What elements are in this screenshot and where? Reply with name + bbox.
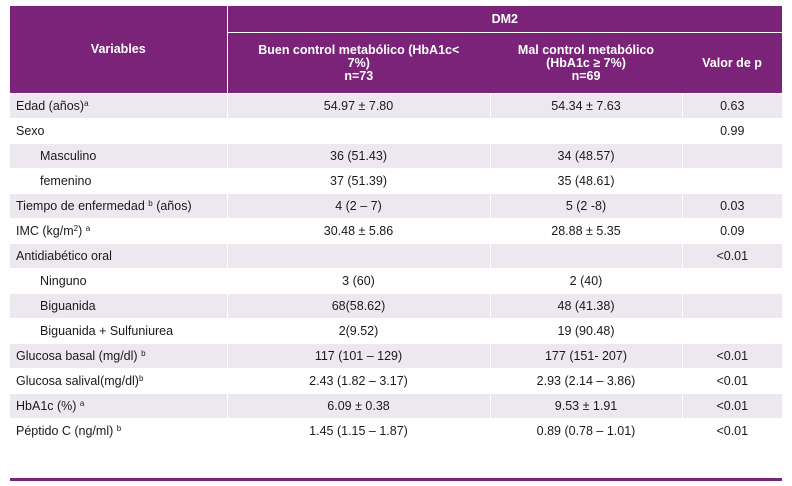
table-row: Biguanida + Sulfuniurea 2(9.52) 19 (90.4… [10, 318, 783, 344]
cell-p [681, 318, 783, 344]
cell-buen: 117 (101 – 129) [226, 343, 490, 369]
table-row: Biguanida 68(58.62) 48 (41.38) [10, 293, 783, 319]
cell-buen: 36 (51.43) [226, 143, 490, 169]
row-label: Antidiabético oral [10, 243, 227, 269]
header-buen-control: Buen control metabólico (HbA1c< 7%) n=73 [226, 32, 490, 94]
cell-p: 0.63 [681, 93, 783, 119]
table-row: Tiempo de enfermedad b (años) 4 (2 – 7) … [10, 193, 783, 219]
cell-mal: 9.53 ± 1.91 [489, 393, 682, 419]
table-bottom-rule [10, 478, 782, 481]
cell-buen: 68(58.62) [226, 293, 490, 319]
cell-mal: 5 (2 -8) [489, 193, 682, 219]
cell-buen [226, 243, 490, 269]
cell-p: 0.99 [681, 118, 783, 144]
row-label: Ninguno [10, 268, 227, 294]
table-body: Edad (años)a 54.97 ± 7.80 54.34 ± 7.63 0… [10, 93, 783, 443]
header-mal-line2: (HbA1c ≥ 7%) [546, 55, 626, 70]
header-buen-n: n=73 [344, 68, 374, 83]
cell-buen: 3 (60) [226, 268, 490, 294]
cell-buen: 54.97 ± 7.80 [226, 93, 490, 119]
cell-p [681, 268, 783, 294]
cell-mal: 2 (40) [489, 268, 682, 294]
cell-mal: 177 (151- 207) [489, 343, 682, 369]
footnote-mark: a [79, 399, 85, 408]
table-row: Glucosa basal (mg/dl) b 117 (101 – 129) … [10, 343, 783, 369]
table-row: femenino 37 (51.39) 35 (48.61) [10, 168, 783, 194]
row-label: Edad (años)a [10, 93, 227, 119]
table-row: Edad (años)a 54.97 ± 7.80 54.34 ± 7.63 0… [10, 93, 783, 119]
table-row: Masculino 36 (51.43) 34 (48.57) [10, 143, 783, 169]
cell-mal: 19 (90.48) [489, 318, 682, 344]
header-group-dm2: DM2 [226, 6, 783, 33]
row-label: IMC (kg/m2) a [10, 218, 227, 244]
row-label: Masculino [10, 143, 227, 169]
header-buen-line2: 7%) [347, 55, 370, 70]
header-mal-control: Mal control metabólico (HbA1c ≥ 7%) n=69 [490, 32, 682, 94]
row-label: Biguanida + Sulfuniurea [10, 318, 227, 344]
cell-mal: 54.34 ± 7.63 [489, 93, 682, 119]
cell-buen [226, 118, 490, 144]
cell-buen: 2(9.52) [226, 318, 490, 344]
cell-mal: 34 (48.57) [489, 143, 682, 169]
row-label: Tiempo de enfermedad b (años) [10, 193, 227, 219]
results-table: Variables DM2 Buen control metabólico (H… [10, 6, 783, 443]
table-row: Sexo 0.99 [10, 118, 783, 144]
row-label: Biguanida [10, 293, 227, 319]
cell-p: 0.09 [681, 218, 783, 244]
header-buen-line1: Buen control metabólico (HbA1c< [258, 42, 460, 57]
cell-p: <0.01 [681, 343, 783, 369]
row-label: Péptido C (ng/ml) b [10, 418, 227, 443]
cell-buen: 30.48 ± 5.86 [226, 218, 490, 244]
cell-p [681, 143, 783, 169]
cell-p: <0.01 [681, 418, 783, 443]
cell-mal: 0.89 (0.78 – 1.01) [489, 418, 682, 443]
cell-mal: 2.93 (2.14 – 3.86) [489, 368, 682, 394]
footnote-mark: b [148, 199, 153, 208]
cell-buen: 6.09 ± 0.38 [226, 393, 490, 419]
table-row: Péptido C (ng/ml) b 1.45 (1.15 – 1.87) 0… [10, 418, 783, 443]
cell-p [681, 168, 783, 194]
header-valor-p: Valor de p [682, 32, 783, 94]
footnote-mark: b [141, 349, 146, 358]
table-row: HbA1c (%) a 6.09 ± 0.38 9.53 ± 1.91 <0.0… [10, 393, 783, 419]
header-variables: Variables [10, 6, 227, 94]
cell-p: <0.01 [681, 368, 783, 394]
cell-buen: 4 (2 – 7) [226, 193, 490, 219]
superscript: 2 [73, 224, 79, 233]
table-row: Ninguno 3 (60) 2 (40) [10, 268, 783, 294]
row-label: Glucosa basal (mg/dl) b [10, 343, 227, 369]
row-label: HbA1c (%) a [10, 393, 227, 419]
header-mal-n: n=69 [571, 68, 601, 83]
cell-buen: 2.43 (1.82 – 3.17) [226, 368, 490, 394]
header-mal-line1: Mal control metabólico [517, 42, 655, 57]
cell-p: <0.01 [681, 393, 783, 419]
cell-mal: 35 (48.61) [489, 168, 682, 194]
row-label: femenino [10, 168, 227, 194]
cell-mal: 28.88 ± 5.35 [489, 218, 682, 244]
footnote-mark: b [116, 424, 122, 433]
cell-buen: 37 (51.39) [226, 168, 490, 194]
footnote-mark: a [85, 224, 91, 233]
cell-p: 0.03 [681, 193, 783, 219]
row-label: Glucosa salival(mg/dl)b [10, 368, 227, 394]
table-row: IMC (kg/m2) a 30.48 ± 5.86 28.88 ± 5.35 … [10, 218, 783, 244]
table-row: Antidiabético oral <0.01 [10, 243, 783, 269]
cell-mal [489, 243, 682, 269]
cell-p [681, 293, 783, 319]
row-label: Sexo [10, 118, 227, 144]
table-header: Variables DM2 Buen control metabólico (H… [10, 6, 783, 94]
cell-p: <0.01 [681, 243, 783, 269]
footnote-mark: a [84, 99, 89, 108]
cell-buen: 1.45 (1.15 – 1.87) [226, 418, 490, 443]
cell-mal: 48 (41.38) [489, 293, 682, 319]
footnote-mark: b [138, 374, 144, 383]
table-row: Glucosa salival(mg/dl)b 2.43 (1.82 – 3.1… [10, 368, 783, 394]
cell-mal [489, 118, 682, 144]
